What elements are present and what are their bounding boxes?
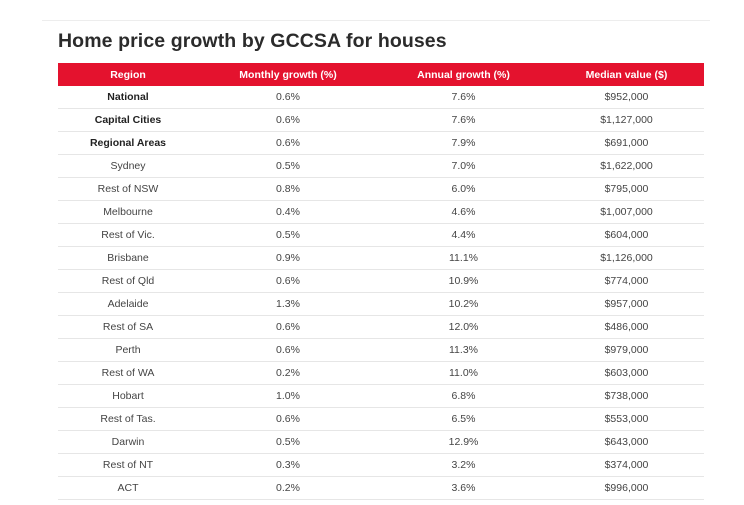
region-cell: Hobart — [58, 384, 198, 408]
annual-growth-cell: 11.3% — [378, 338, 549, 362]
monthly-growth-cell: 0.2% — [198, 476, 378, 500]
monthly-growth-cell: 0.3% — [198, 453, 378, 477]
annual-growth-cell: 3.2% — [378, 453, 549, 477]
monthly-growth-cell: 1.3% — [198, 292, 378, 316]
region-cell: Regional Areas — [58, 131, 198, 155]
annual-growth-cell: 6.5% — [378, 407, 549, 431]
annual-growth-cell: 7.6% — [378, 86, 549, 109]
annual-growth-cell: 7.0% — [378, 154, 549, 178]
monthly-growth-cell: 0.2% — [198, 361, 378, 385]
median-value-cell: $952,000 — [549, 86, 704, 109]
annual-growth-cell: 11.1% — [378, 246, 549, 270]
median-value-cell: $957,000 — [549, 292, 704, 316]
annual-growth-cell: 6.0% — [378, 177, 549, 201]
median-value-cell: $553,000 — [549, 407, 704, 431]
annual-growth-cell: 6.8% — [378, 384, 549, 408]
monthly-growth-cell: 1.0% — [198, 384, 378, 408]
median-value-cell: $486,000 — [549, 315, 704, 339]
monthly-growth-cell: 0.6% — [198, 86, 378, 109]
annual-growth-cell: 10.9% — [378, 269, 549, 293]
annual-growth-cell: 11.0% — [378, 361, 549, 385]
monthly-growth-cell: 0.6% — [198, 269, 378, 293]
header-monthly-growth: Monthly growth (%) — [198, 63, 378, 86]
region-cell: Rest of WA — [58, 361, 198, 385]
median-value-cell: $691,000 — [549, 131, 704, 155]
table-row: Sydney 0.5% 7.0% $1,622,000 — [58, 154, 704, 178]
median-value-cell: $1,126,000 — [549, 246, 704, 270]
table-row: Rest of Vic. 0.5% 4.4% $604,000 — [58, 223, 704, 247]
table-row: Brisbane 0.9% 11.1% $1,126,000 — [58, 246, 704, 270]
median-value-cell: $795,000 — [549, 177, 704, 201]
region-cell: Rest of SA — [58, 315, 198, 339]
monthly-growth-cell: 0.5% — [198, 430, 378, 454]
monthly-growth-cell: 0.6% — [198, 338, 378, 362]
table-row: Rest of SA 0.6% 12.0% $486,000 — [58, 315, 704, 339]
median-value-cell: $1,622,000 — [549, 154, 704, 178]
top-divider — [42, 20, 710, 21]
monthly-growth-cell: 0.6% — [198, 315, 378, 339]
median-value-cell: $374,000 — [549, 453, 704, 477]
annual-growth-cell: 4.6% — [378, 200, 549, 224]
region-cell: Perth — [58, 338, 198, 362]
median-value-cell: $979,000 — [549, 338, 704, 362]
table-row: Rest of Qld 0.6% 10.9% $774,000 — [58, 269, 704, 293]
median-value-cell: $603,000 — [549, 361, 704, 385]
table-header-row: Region Monthly growth (%) Annual growth … — [58, 63, 704, 86]
table-row: Rest of Tas. 0.6% 6.5% $553,000 — [58, 407, 704, 431]
region-cell: Rest of NSW — [58, 177, 198, 201]
monthly-growth-cell: 0.6% — [198, 407, 378, 431]
monthly-growth-cell: 0.4% — [198, 200, 378, 224]
region-cell: Rest of Qld — [58, 269, 198, 293]
table-row: ACT 0.2% 3.6% $996,000 — [58, 476, 704, 500]
region-cell: ACT — [58, 476, 198, 500]
table-row: Rest of NSW 0.8% 6.0% $795,000 — [58, 177, 704, 201]
region-cell: Sydney — [58, 154, 198, 178]
table-row: Melbourne 0.4% 4.6% $1,007,000 — [58, 200, 704, 224]
median-value-cell: $1,007,000 — [549, 200, 704, 224]
table-row: Darwin 0.5% 12.9% $643,000 — [58, 430, 704, 454]
region-cell: Brisbane — [58, 246, 198, 270]
annual-growth-cell: 10.2% — [378, 292, 549, 316]
monthly-growth-cell: 0.6% — [198, 131, 378, 155]
region-cell: Melbourne — [58, 200, 198, 224]
page-title: Home price growth by GCCSA for houses — [58, 30, 447, 52]
region-cell: Rest of Tas. — [58, 407, 198, 431]
median-value-cell: $996,000 — [549, 476, 704, 500]
monthly-growth-cell: 0.6% — [198, 108, 378, 132]
median-value-cell: $738,000 — [549, 384, 704, 408]
annual-growth-cell: 4.4% — [378, 223, 549, 247]
header-annual-growth: Annual growth (%) — [378, 63, 549, 86]
monthly-growth-cell: 0.5% — [198, 154, 378, 178]
median-value-cell: $1,127,000 — [549, 108, 704, 132]
annual-growth-cell: 7.9% — [378, 131, 549, 155]
table-row: Rest of WA 0.2% 11.0% $603,000 — [58, 361, 704, 385]
table-row: Regional Areas 0.6% 7.9% $691,000 — [58, 131, 704, 155]
table-row: National 0.6% 7.6% $952,000 — [58, 86, 704, 109]
monthly-growth-cell: 0.8% — [198, 177, 378, 201]
annual-growth-cell: 12.0% — [378, 315, 549, 339]
region-cell: Rest of NT — [58, 453, 198, 477]
table-row: Hobart 1.0% 6.8% $738,000 — [58, 384, 704, 408]
table-row: Rest of NT 0.3% 3.2% $374,000 — [58, 453, 704, 477]
region-cell: Capital Cities — [58, 108, 198, 132]
region-cell: Adelaide — [58, 292, 198, 316]
median-value-cell: $604,000 — [549, 223, 704, 247]
table-row: Adelaide 1.3% 10.2% $957,000 — [58, 292, 704, 316]
region-cell: Rest of Vic. — [58, 223, 198, 247]
annual-growth-cell: 7.6% — [378, 108, 549, 132]
table-body: National 0.6% 7.6% $952,000 Capital Cities 0.… — [58, 86, 704, 500]
region-cell: Darwin — [58, 430, 198, 454]
growth-table: Region Monthly growth (%) Annual growth … — [58, 63, 704, 500]
header-median-value: Median value ($) — [549, 63, 704, 86]
table-row: Perth 0.6% 11.3% $979,000 — [58, 338, 704, 362]
header-region: Region — [58, 63, 198, 86]
monthly-growth-cell: 0.9% — [198, 246, 378, 270]
table-row: Capital Cities 0.6% 7.6% $1,127,000 — [58, 108, 704, 132]
region-cell: National — [58, 86, 198, 109]
median-value-cell: $774,000 — [549, 269, 704, 293]
annual-growth-cell: 12.9% — [378, 430, 549, 454]
median-value-cell: $643,000 — [549, 430, 704, 454]
annual-growth-cell: 3.6% — [378, 476, 549, 500]
monthly-growth-cell: 0.5% — [198, 223, 378, 247]
